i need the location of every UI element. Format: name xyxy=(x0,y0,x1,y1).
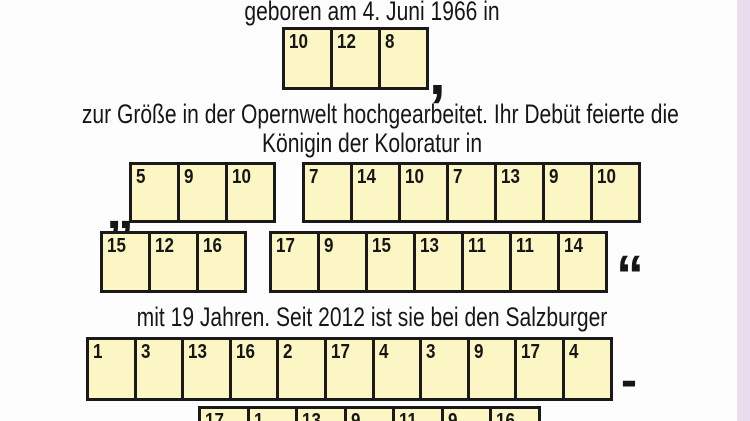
cell-code-number: 9 xyxy=(184,166,194,188)
cell-code-number: 9 xyxy=(473,341,484,363)
cell-code-number: 9 xyxy=(324,235,334,257)
cell-code-number: 7 xyxy=(453,166,463,188)
cell-code-number: 5 xyxy=(136,166,146,188)
cell-code-number: 13 xyxy=(302,410,321,421)
cell-code-number: 10 xyxy=(289,31,308,53)
cipher-cell[interactable]: 3 xyxy=(419,337,470,401)
cipher-cell[interactable]: 15 xyxy=(365,231,416,293)
cell-code-number: 3 xyxy=(426,341,436,363)
cell-code-number: 17 xyxy=(276,235,295,257)
cipher-cell[interactable]: 2 xyxy=(276,337,327,401)
cell-code-number: 10 xyxy=(405,166,424,188)
cell-code-number: 15 xyxy=(107,235,126,257)
cell-code-number: 13 xyxy=(188,341,208,363)
cipher-cell[interactable]: 14 xyxy=(350,162,401,223)
cipher-cell[interactable]: 16 xyxy=(489,406,541,421)
cell-code-number: 7 xyxy=(309,166,319,188)
cipher-cell[interactable]: 9 xyxy=(440,406,492,421)
clue-text-debut: Königin der Koloratur in xyxy=(261,128,483,158)
cipher-cell[interactable]: 7 xyxy=(446,162,497,223)
cipher-cell[interactable]: 7 xyxy=(302,162,353,223)
cell-code-number: 16 xyxy=(496,410,515,421)
cell-code-number: 12 xyxy=(337,31,356,53)
cipher-cell[interactable]: 12 xyxy=(330,27,381,90)
cell-code-number: 16 xyxy=(235,341,255,363)
cell-code-number: 10 xyxy=(597,166,616,188)
cell-code-number: 11 xyxy=(468,235,486,257)
cipher-cell[interactable]: 1 xyxy=(246,406,298,421)
cipher-cell[interactable]: 4 xyxy=(561,337,613,401)
clue-text-career: zur Größe in der Opernwelt hochgearbeite… xyxy=(81,99,679,129)
cell-code-number: 14 xyxy=(357,166,376,188)
cipher-cell[interactable]: 15 xyxy=(100,231,151,293)
cell-code-number: 9 xyxy=(447,410,457,421)
cell-code-number: 4 xyxy=(568,341,579,363)
cipher-cell[interactable]: 9 xyxy=(177,162,228,223)
cipher-cell[interactable]: 11 xyxy=(392,406,444,421)
cipher-cell[interactable]: 10 xyxy=(590,162,641,223)
cell-code-number: 13 xyxy=(501,166,520,188)
clue-text-birth: geboren am 4. Juni 1966 in xyxy=(244,0,500,26)
cell-code-number: 12 xyxy=(155,235,174,257)
cell-code-number: 2 xyxy=(283,341,293,363)
cipher-cell[interactable]: 13 xyxy=(181,337,232,401)
cipher-cell[interactable]: 16 xyxy=(196,231,247,293)
cipher-cell[interactable]: 13 xyxy=(494,162,545,223)
cell-code-number: 9 xyxy=(350,410,360,421)
cell-code-number: 11 xyxy=(516,235,534,257)
cipher-cell[interactable]: 4 xyxy=(371,337,423,401)
cell-code-number: 8 xyxy=(385,31,395,53)
cipher-cell[interactable]: 10 xyxy=(398,162,449,223)
cipher-cell[interactable]: 12 xyxy=(148,231,199,293)
cipher-cell[interactable]: 10 xyxy=(282,27,333,90)
cipher-cell[interactable]: 17 xyxy=(269,231,320,293)
cipher-cell[interactable]: 3 xyxy=(133,337,185,401)
right-margin-strip xyxy=(737,0,750,421)
festival-part1-boxes: 1 3 13 16 2 17 4 3 9 17 4 xyxy=(86,337,613,401)
cell-code-number: 1 xyxy=(93,341,103,363)
opera-title-word2-boxes: 7 14 10 7 13 9 10 xyxy=(302,162,641,223)
cell-code-number: 10 xyxy=(232,166,251,188)
cell-code-number: 1 xyxy=(253,410,263,421)
cell-code-number: 4 xyxy=(378,341,389,363)
cell-code-number: 13 xyxy=(420,235,439,257)
cipher-cell[interactable]: 17 xyxy=(323,337,375,401)
opera-title-word4-boxes: 17 9 15 13 11 11 14 xyxy=(269,231,608,293)
cipher-cell[interactable]: 5 xyxy=(129,162,180,223)
cell-code-number: 17 xyxy=(205,410,224,421)
cipher-cell[interactable]: 9 xyxy=(343,406,395,421)
cipher-cell[interactable]: 1 xyxy=(86,337,137,401)
cipher-cell[interactable]: 10 xyxy=(225,162,276,223)
opera-title-word3-boxes: 15 12 16 xyxy=(100,231,247,293)
cell-code-number: 11 xyxy=(399,410,417,421)
festival-part2-boxes: 17 1 13 9 11 9 16 xyxy=(198,406,541,421)
cipher-cell[interactable]: 9 xyxy=(317,231,368,293)
cipher-cell[interactable]: 13 xyxy=(413,231,464,293)
cipher-cell[interactable]: 8 xyxy=(378,27,429,90)
birthplace-boxes: 10 12 8 xyxy=(282,27,429,90)
cell-code-number: 16 xyxy=(203,235,222,257)
cell-code-number: 17 xyxy=(330,341,350,363)
opera-title-word1-boxes: 5 9 10 xyxy=(129,162,276,223)
cipher-cell[interactable]: 14 xyxy=(557,231,608,293)
cipher-cell[interactable]: 9 xyxy=(542,162,593,223)
cipher-cell[interactable]: 9 xyxy=(466,337,518,401)
cell-code-number: 17 xyxy=(521,341,541,363)
cell-code-number: 9 xyxy=(549,166,559,188)
cipher-cell[interactable]: 16 xyxy=(228,337,280,401)
cipher-cell[interactable]: 13 xyxy=(295,406,347,421)
cipher-cell[interactable]: 17 xyxy=(198,406,250,421)
cell-code-number: 15 xyxy=(372,235,391,257)
cipher-cell[interactable]: 11 xyxy=(461,231,512,293)
cipher-cell[interactable]: 17 xyxy=(514,337,565,401)
cipher-cell[interactable]: 11 xyxy=(509,231,560,293)
cell-code-number: 3 xyxy=(140,341,151,363)
cell-code-number: 14 xyxy=(564,235,583,257)
clue-text-salzburg: mit 19 Jahren. Seit 2012 ist sie bei den… xyxy=(136,302,608,332)
